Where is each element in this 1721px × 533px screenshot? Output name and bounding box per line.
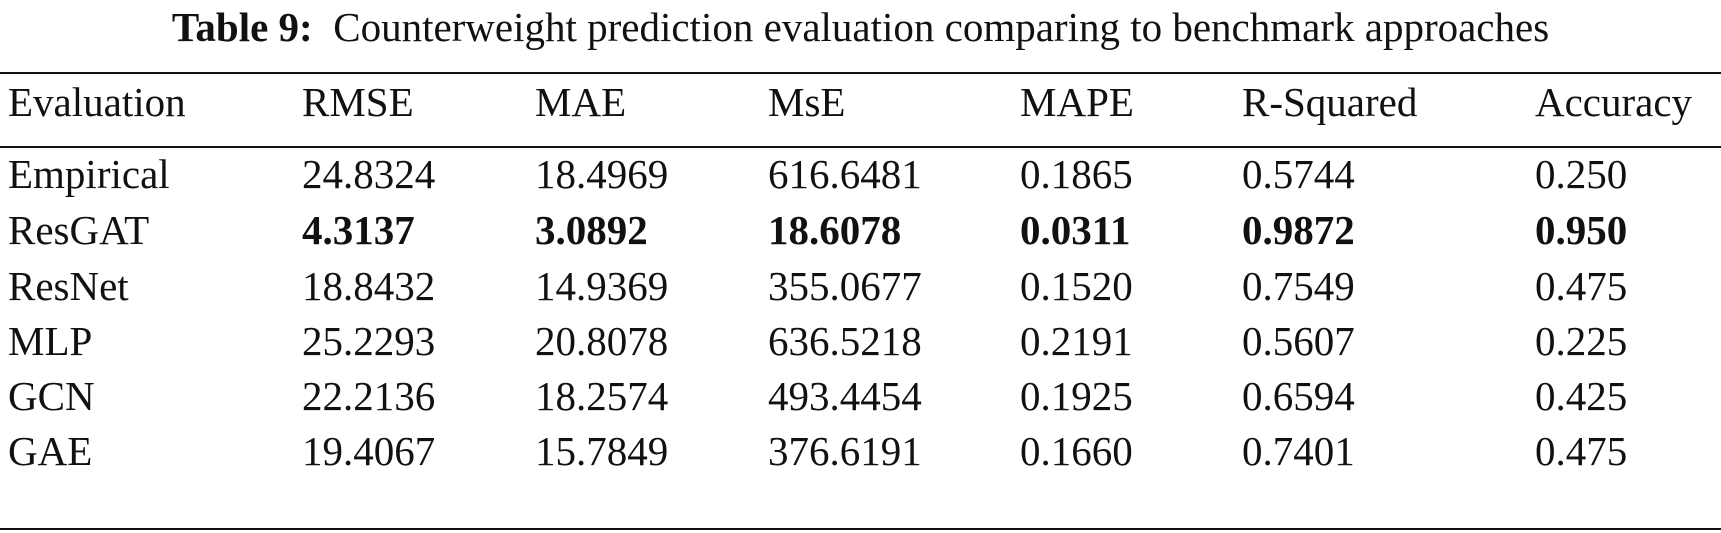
table-cell: 0.425	[1535, 373, 1628, 419]
top-rule	[0, 72, 1721, 74]
table-cell: 0.5607	[1242, 318, 1355, 364]
header-cell: R-Squared	[1242, 79, 1418, 125]
table-cell: 25.2293	[302, 318, 436, 364]
table-cell: 18.6078	[768, 207, 902, 253]
table-cell: 19.4067	[302, 428, 436, 474]
table-cell: 18.8432	[302, 263, 436, 309]
table-cell: 0.2191	[1020, 318, 1133, 364]
table-cell: 0.1520	[1020, 263, 1133, 309]
table-cell: 0.950	[1535, 207, 1628, 253]
table-cell: 0.1925	[1020, 373, 1133, 419]
table-cell: 22.2136	[302, 373, 436, 419]
row-label: GAE	[8, 428, 93, 474]
table-cell: 0.7401	[1242, 428, 1355, 474]
row-label: ResGAT	[8, 207, 150, 253]
table-cell: 15.7849	[535, 428, 669, 474]
table-label: Table 9:	[171, 4, 313, 50]
table-cell: 4.3137	[302, 207, 415, 253]
table-cell: 14.9369	[535, 263, 669, 309]
table-row: MLP 25.2293 20.8078 636.5218 0.2191 0.56…	[0, 311, 1721, 371]
row-label: MLP	[8, 318, 93, 364]
table-cell: 0.1660	[1020, 428, 1133, 474]
table-cell: 18.4969	[535, 151, 669, 197]
table-cell: 0.475	[1535, 428, 1628, 474]
table-row: ResGAT 4.3137 3.0892 18.6078 0.0311 0.98…	[0, 200, 1721, 260]
table-cell: 20.8078	[535, 318, 669, 364]
table-cell: 616.6481	[768, 151, 922, 197]
table-cell: 0.1865	[1020, 151, 1133, 197]
table-caption: Table 9: Counterweight prediction evalua…	[0, 2, 1721, 52]
table-cell: 0.0311	[1020, 207, 1131, 253]
header-cell: MAPE	[1020, 79, 1134, 125]
table-cell: 636.5218	[768, 318, 922, 364]
table-cell: 376.6191	[768, 428, 922, 474]
table-cell: 0.9872	[1242, 207, 1355, 253]
bottom-rule	[0, 528, 1721, 530]
table-cell: 0.225	[1535, 318, 1628, 364]
table-cell: 18.2574	[535, 373, 669, 419]
table-cell: 0.7549	[1242, 263, 1355, 309]
table-cell: 493.4454	[768, 373, 922, 419]
table-cell: 0.250	[1535, 151, 1628, 197]
table-row: GCN 22.2136 18.2574 493.4454 0.1925 0.65…	[0, 366, 1721, 426]
header-cell: MAE	[535, 79, 627, 125]
table-cell: 0.475	[1535, 263, 1628, 309]
row-label: ResNet	[8, 263, 129, 309]
table-cell: 355.0677	[768, 263, 922, 309]
table-cell: 0.5744	[1242, 151, 1355, 197]
header-cell: RMSE	[302, 79, 414, 125]
table-row: ResNet 18.8432 14.9369 355.0677 0.1520 0…	[0, 256, 1721, 316]
header-rule	[0, 146, 1721, 148]
table-row: Empirical 24.8324 18.4969 616.6481 0.186…	[0, 144, 1721, 204]
table-row: GAE 19.4067 15.7849 376.6191 0.1660 0.74…	[0, 421, 1721, 481]
table-cell: 24.8324	[302, 151, 436, 197]
table-cell: 0.6594	[1242, 373, 1355, 419]
header-row: Evaluation RMSE MAE MsE MAPE R-Squared A…	[0, 72, 1721, 132]
row-label: GCN	[8, 373, 95, 419]
header-cell: Evaluation	[8, 79, 186, 125]
table-cell: 3.0892	[535, 207, 648, 253]
row-label: Empirical	[8, 151, 170, 197]
table-title: Counterweight prediction evaluation comp…	[333, 4, 1550, 50]
header-cell: MsE	[768, 79, 846, 125]
header-cell: Accuracy	[1535, 79, 1693, 125]
